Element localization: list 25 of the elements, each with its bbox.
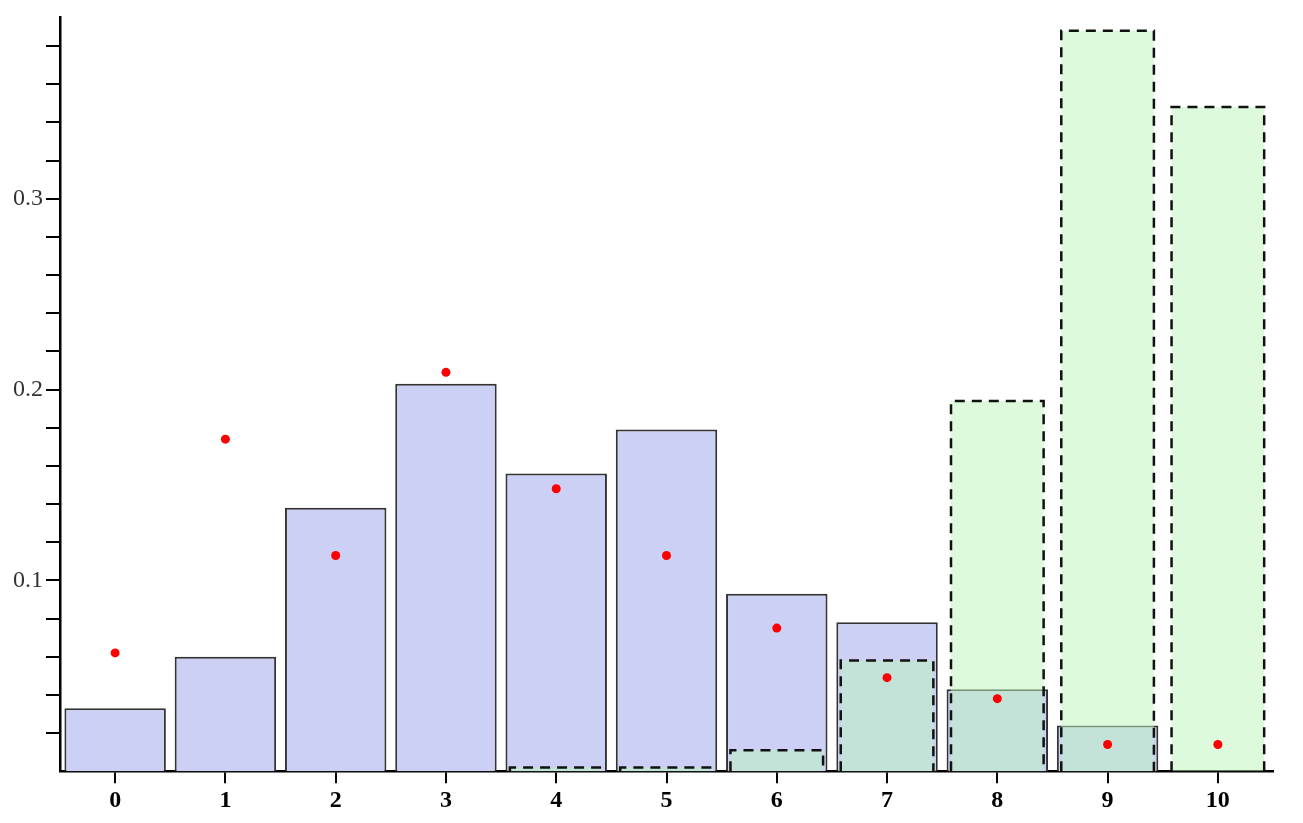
point <box>1103 739 1113 749</box>
point <box>331 551 341 561</box>
x-tick-label: 8 <box>991 785 1004 812</box>
x-tick-label: 2 <box>329 785 342 812</box>
point <box>772 623 782 633</box>
x-tick-label: 7 <box>881 785 894 812</box>
point <box>992 694 1002 704</box>
point <box>441 367 451 377</box>
x-tick-label: 4 <box>550 785 563 812</box>
point <box>882 673 892 683</box>
x-tick-label: 6 <box>770 785 783 812</box>
point <box>220 434 230 444</box>
y-tick-label: 0.2 <box>13 374 43 401</box>
x-tick-label: 3 <box>439 785 452 812</box>
x-tick-label: 1 <box>219 785 232 812</box>
x-tick-label: 9 <box>1101 785 1114 812</box>
x-tick-label: 5 <box>660 785 673 812</box>
point <box>110 648 120 658</box>
x-tick-label: 0 <box>109 785 122 812</box>
point <box>662 551 671 561</box>
y-tick-label: 0.1 <box>13 565 43 592</box>
x-tick-label: 10 <box>1205 785 1230 812</box>
point <box>1213 739 1223 749</box>
point <box>551 484 561 494</box>
y-tick-label: 0.3 <box>13 183 43 210</box>
